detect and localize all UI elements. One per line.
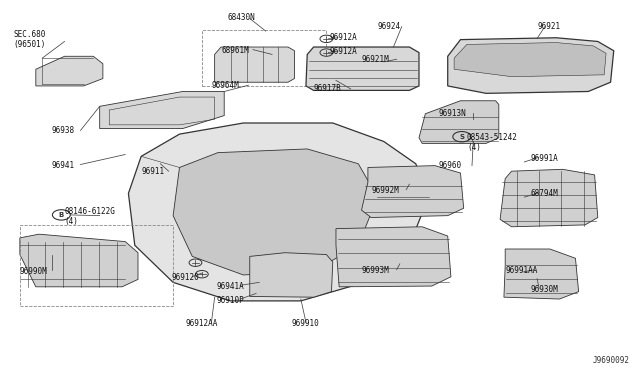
Text: 96930M: 96930M bbox=[531, 285, 559, 294]
Text: 96924: 96924 bbox=[378, 22, 401, 31]
Text: 96938: 96938 bbox=[52, 126, 75, 135]
Polygon shape bbox=[336, 227, 451, 287]
Text: 68430N: 68430N bbox=[227, 13, 255, 22]
Text: 969910: 969910 bbox=[291, 319, 319, 328]
Text: 96912A: 96912A bbox=[330, 33, 357, 42]
Text: 96941A: 96941A bbox=[216, 282, 244, 291]
Text: 96991A: 96991A bbox=[531, 154, 559, 163]
Text: 68961M: 68961M bbox=[221, 46, 249, 55]
Text: 96990M: 96990M bbox=[20, 267, 47, 276]
Text: 96992M: 96992M bbox=[371, 186, 399, 195]
Polygon shape bbox=[306, 47, 419, 90]
Text: 96913N: 96913N bbox=[438, 109, 466, 118]
Text: SEC.680
(96501): SEC.680 (96501) bbox=[13, 30, 46, 49]
Polygon shape bbox=[419, 101, 499, 143]
Text: 96960: 96960 bbox=[438, 161, 461, 170]
Text: 96921: 96921 bbox=[537, 22, 560, 31]
Polygon shape bbox=[36, 56, 103, 86]
Text: 969120: 969120 bbox=[172, 273, 200, 282]
Text: 96991AA: 96991AA bbox=[505, 266, 538, 275]
Polygon shape bbox=[362, 166, 464, 218]
Text: 68794M: 68794M bbox=[531, 189, 559, 198]
Text: 08146-6122G
(4): 08146-6122G (4) bbox=[65, 207, 115, 226]
Text: 96912A: 96912A bbox=[330, 47, 357, 56]
Polygon shape bbox=[20, 234, 138, 287]
Text: 96921M: 96921M bbox=[362, 55, 389, 64]
Text: 96912AA: 96912AA bbox=[186, 319, 218, 328]
Text: S: S bbox=[460, 134, 464, 140]
Text: 96910P: 96910P bbox=[216, 296, 244, 305]
Polygon shape bbox=[454, 42, 606, 77]
Text: 96917B: 96917B bbox=[314, 84, 341, 93]
Text: 96964M: 96964M bbox=[211, 81, 239, 90]
Polygon shape bbox=[504, 249, 579, 299]
Polygon shape bbox=[500, 169, 598, 227]
Text: 96911: 96911 bbox=[141, 167, 164, 176]
Text: 96941: 96941 bbox=[52, 161, 75, 170]
Polygon shape bbox=[448, 38, 614, 93]
Text: 96993M: 96993M bbox=[362, 266, 389, 275]
Polygon shape bbox=[214, 47, 294, 82]
Bar bbox=[202, 31, 326, 86]
Bar bbox=[20, 225, 173, 307]
Text: 08543-51242
(4): 08543-51242 (4) bbox=[467, 132, 518, 152]
Text: B: B bbox=[59, 212, 64, 218]
Polygon shape bbox=[129, 123, 429, 301]
Polygon shape bbox=[250, 253, 333, 297]
Text: J9690092: J9690092 bbox=[593, 356, 630, 365]
Polygon shape bbox=[100, 92, 224, 129]
Polygon shape bbox=[173, 149, 378, 275]
